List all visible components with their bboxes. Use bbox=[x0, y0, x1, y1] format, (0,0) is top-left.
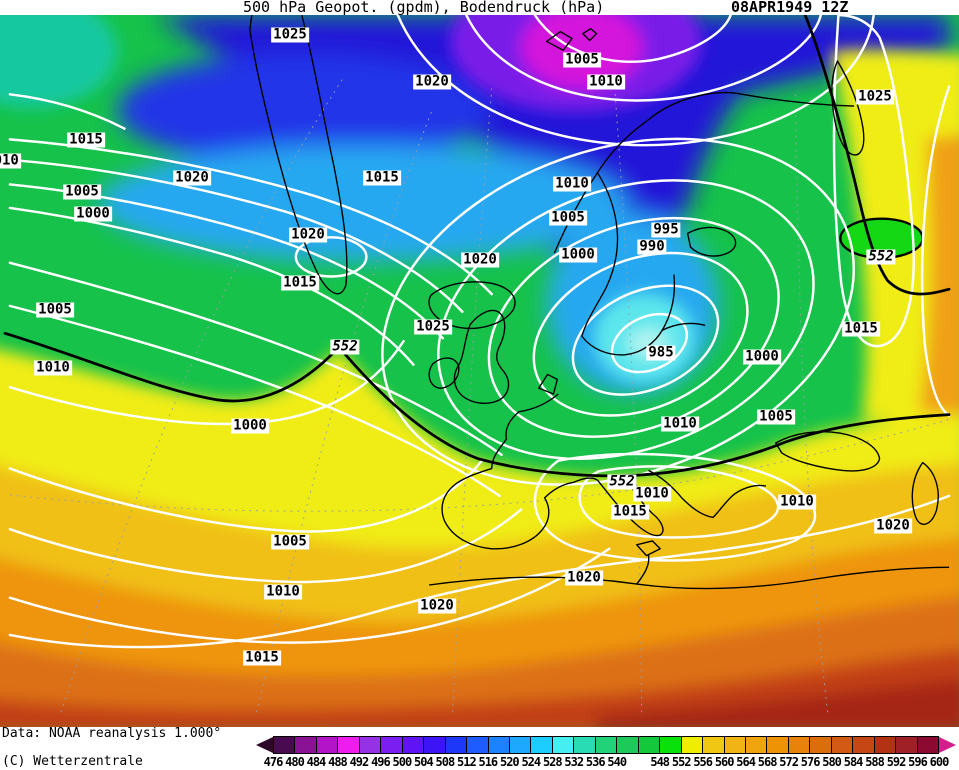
map-datetime: 08APR1949 12Z bbox=[731, 0, 849, 16]
colorbar-tick-label: 532 bbox=[564, 755, 584, 769]
colorbar-segment bbox=[916, 737, 939, 753]
colorbar-segment bbox=[274, 737, 295, 753]
colorbar-tick-label: 512 bbox=[457, 755, 477, 769]
colorbar-tick-label: 516 bbox=[478, 755, 498, 769]
colorbar-tick-label: 476 bbox=[263, 755, 284, 769]
colorbar-tick-label: 528 bbox=[542, 755, 563, 769]
colorbar-segment bbox=[723, 737, 745, 753]
colorbar-segment bbox=[895, 737, 917, 753]
colorbar-segment bbox=[852, 737, 874, 753]
colorbar-tick-label: 548 bbox=[650, 755, 670, 769]
colorbar-segment bbox=[401, 737, 424, 753]
colorbar-segment bbox=[487, 737, 509, 753]
colorbar-segment bbox=[873, 737, 896, 753]
colorbar-segment bbox=[744, 737, 767, 753]
colorbar-right-arrow-icon bbox=[939, 737, 956, 753]
colorbar-tick-label: 504 bbox=[414, 755, 434, 769]
colorbar-tick-label: 580 bbox=[822, 755, 842, 769]
title-bar: 500 hPa Geopot. (gpdm), Bodendruck (hPa)… bbox=[0, 0, 959, 15]
colorbar-segment bbox=[809, 737, 831, 753]
colorbar-tick-label: 584 bbox=[843, 755, 864, 769]
colorbar-tick-label: 588 bbox=[865, 755, 885, 769]
map-title: 500 hPa Geopot. (gpdm), Bodendruck (hPa) bbox=[243, 0, 605, 16]
colorbar-tick-labels: 476 480 484 488 492 496 500 504 508 512 516 520 524 5… bbox=[264, 755, 950, 769]
colorbar-tick-label: 540 bbox=[607, 755, 627, 769]
colorbar-tick-label: 520 bbox=[499, 755, 520, 769]
colorbar-tick-label: 556 bbox=[693, 755, 713, 769]
colorbar-tick-label: 576 bbox=[800, 755, 821, 769]
colorbar-left-arrow-icon bbox=[256, 737, 273, 753]
colorbar-tick-label: 500 bbox=[392, 755, 413, 769]
colorbar-tick-label: 572 bbox=[779, 755, 799, 769]
geopotential-fill bbox=[0, 15, 959, 727]
colorbar-segment bbox=[530, 737, 552, 753]
colorbar-segment bbox=[787, 737, 810, 753]
colorbar-segments bbox=[273, 736, 939, 754]
weather-map: 1025100510101020102510151010102010151010… bbox=[0, 15, 959, 727]
colorbar-tick-label: 564 bbox=[736, 755, 756, 769]
colorbar-tick-label: 560 bbox=[714, 755, 735, 769]
colorbar-segment bbox=[551, 737, 574, 753]
colorbar-tick-label: 492 bbox=[349, 755, 370, 769]
credit-line-2: (C) Wetterzentrale bbox=[2, 754, 143, 769]
geopotential-552-contour bbox=[3, 15, 951, 478]
colorbar-tick-label: 592 bbox=[886, 755, 907, 769]
colorbar-segment bbox=[444, 737, 467, 753]
colorbar-tick-label: 552 bbox=[671, 755, 692, 769]
data-credits: Data: NOAA reanalysis 1.000° (C) Wetterz… bbox=[2, 727, 221, 770]
colorbar-segment bbox=[616, 737, 638, 753]
colorbar-segment bbox=[508, 737, 531, 753]
geopotential-colorbar: 476 480 484 488 492 496 500 504 508 512 516 520 524 5… bbox=[256, 736, 959, 770]
colorbar-tick-label: 484 bbox=[306, 755, 327, 769]
colorbar-tick-label: 536 bbox=[585, 755, 606, 769]
colorbar-segment bbox=[573, 737, 595, 753]
colorbar-tick-label: 596 bbox=[908, 755, 928, 769]
colorbar-segment bbox=[830, 737, 853, 753]
colorbar-segment bbox=[315, 737, 338, 753]
map-canvas bbox=[0, 15, 959, 727]
colorbar-tick-label: 480 bbox=[285, 755, 305, 769]
colorbar-segment bbox=[766, 737, 788, 753]
colorbar-segment bbox=[680, 737, 703, 753]
credit-line-1: Data: NOAA reanalysis 1.000° bbox=[2, 726, 222, 741]
colorbar-tick-label: 488 bbox=[328, 755, 348, 769]
colorbar-tick-label: 524 bbox=[521, 755, 541, 769]
colorbar-tick-label: 496 bbox=[371, 755, 391, 769]
colorbar-tick-label: 568 bbox=[757, 755, 778, 769]
colorbar-segment bbox=[659, 737, 681, 753]
colorbar-segment bbox=[294, 737, 316, 753]
colorbar-segment bbox=[702, 737, 724, 753]
colorbar-tick-label: 600 bbox=[929, 755, 950, 769]
colorbar-segment bbox=[337, 737, 359, 753]
colorbar-segment bbox=[380, 737, 402, 753]
colorbar-segment bbox=[423, 737, 445, 753]
footer: Data: NOAA reanalysis 1.000° (C) Wetterz… bbox=[0, 727, 959, 770]
colorbar-segment bbox=[358, 737, 381, 753]
colorbar-segment bbox=[594, 737, 617, 753]
colorbar-tick-label: 508 bbox=[435, 755, 456, 769]
colorbar-segment bbox=[637, 737, 660, 753]
colorbar-segment bbox=[466, 737, 488, 753]
